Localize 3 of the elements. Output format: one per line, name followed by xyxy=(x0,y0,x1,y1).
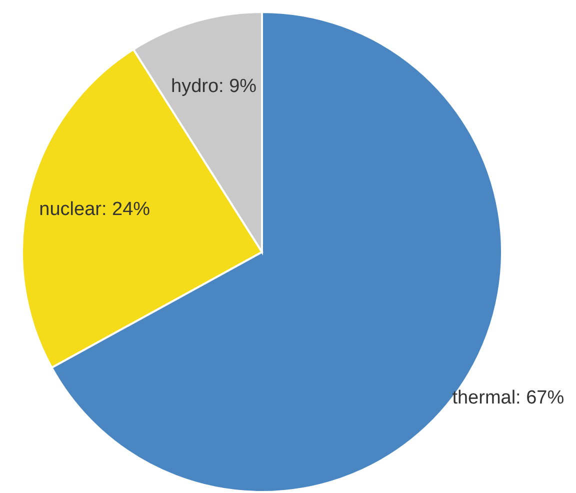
slice-label: thermal: 67% xyxy=(452,388,564,409)
slice-label: hydro: 9% xyxy=(171,76,257,98)
slice-label: nuclear: 24% xyxy=(39,199,150,220)
